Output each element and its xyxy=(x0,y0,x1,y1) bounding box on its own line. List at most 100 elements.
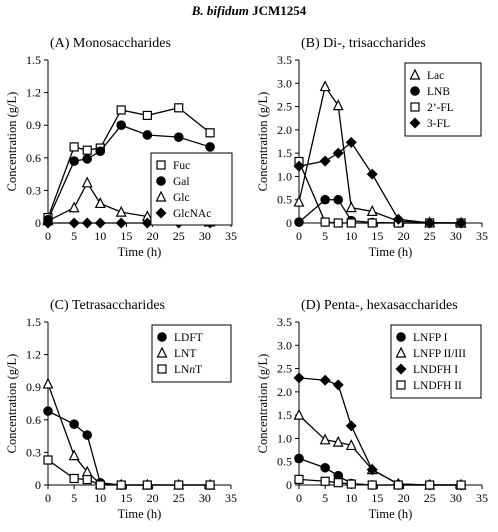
data-point xyxy=(319,80,331,92)
y-tick-label: 0.6 xyxy=(26,413,41,427)
data-point xyxy=(293,372,305,384)
x-tick-label: 20 xyxy=(147,229,159,243)
y-tick-label: 1.5 xyxy=(277,146,292,160)
data-point xyxy=(332,99,344,111)
y-axis-label: Concentration (g/L) xyxy=(5,92,19,192)
y-tick-label: 0 xyxy=(35,216,41,230)
legend-marker xyxy=(395,363,407,375)
x-tick-label: 15 xyxy=(120,229,132,243)
data-point xyxy=(68,449,80,461)
series-2 xyxy=(293,408,467,490)
legend-marker xyxy=(395,346,407,358)
legend-label: Fuc xyxy=(173,160,190,172)
data-point xyxy=(333,218,343,228)
panel-title: (B) Di-, trisaccharides xyxy=(301,36,426,51)
x-tick-label: 0 xyxy=(45,491,51,505)
data-point xyxy=(116,105,126,115)
legend-marker xyxy=(396,380,406,390)
series-4 xyxy=(293,136,467,229)
series-line xyxy=(298,141,462,224)
data-point xyxy=(293,160,305,172)
data-point xyxy=(425,480,435,490)
x-tick-label: 10 xyxy=(345,491,357,505)
y-tick-label: 0.9 xyxy=(26,380,41,394)
legend-label: 3-FL xyxy=(427,118,450,130)
legend-marker xyxy=(157,332,167,342)
legend-label: LNDFH II xyxy=(413,380,462,392)
figure-title-organism: B. bifidum xyxy=(191,3,249,18)
data-point xyxy=(116,120,126,130)
y-tick-label: 0 xyxy=(286,216,292,230)
legend: LNFP I LNFP II/III LNDFH I LNDFH II xyxy=(390,324,482,399)
data-point xyxy=(366,205,378,216)
data-point xyxy=(69,473,79,484)
legend-marker xyxy=(409,117,421,129)
x-tick-label: 25 xyxy=(424,491,436,505)
y-tick-label: 0.6 xyxy=(26,151,41,165)
legend: Lac LNB 2’-FL 3-FL xyxy=(404,62,482,137)
data-point xyxy=(294,474,304,485)
data-point xyxy=(293,195,305,207)
x-tick-label: 35 xyxy=(476,491,488,505)
data-point xyxy=(332,379,344,391)
y-tick-label: 2.0 xyxy=(277,123,292,137)
y-tick-label: 2.5 xyxy=(277,362,292,376)
data-point xyxy=(94,217,106,229)
x-tick-label: 5 xyxy=(71,229,77,243)
y-tick-label: 3.5 xyxy=(277,53,292,67)
y-axis-label: Concentration (g/L) xyxy=(256,354,270,454)
figure-title: B. bifidum JCM1254 xyxy=(191,3,307,18)
data-point xyxy=(319,433,331,445)
x-tick-label: 5 xyxy=(71,491,77,505)
series-2 xyxy=(43,120,215,225)
x-tick-label: 0 xyxy=(296,491,302,505)
data-point xyxy=(346,218,356,228)
data-point xyxy=(173,132,184,142)
x-tick-label: 35 xyxy=(225,229,237,243)
x-tick-label: 25 xyxy=(424,229,436,243)
figure-title-strain: JCM1254 xyxy=(249,3,307,18)
y-tick-label: 0.3 xyxy=(26,183,41,197)
data-point xyxy=(345,420,357,432)
series-line xyxy=(47,383,211,486)
data-point xyxy=(68,201,80,213)
x-tick-label: 0 xyxy=(296,229,302,243)
legend-label: LNB xyxy=(427,86,450,98)
legend-marker xyxy=(155,190,167,202)
data-point xyxy=(142,130,153,140)
data-point xyxy=(82,430,93,440)
data-point xyxy=(320,217,330,227)
legend-label: LNFP I xyxy=(413,332,448,344)
x-tick-label: 10 xyxy=(94,229,106,243)
x-tick-label: 35 xyxy=(476,229,488,243)
data-point xyxy=(82,145,92,155)
data-point xyxy=(205,480,215,490)
legend-label: GlcNAc xyxy=(173,208,211,220)
legend-label: LDFT xyxy=(174,332,203,344)
series-1 xyxy=(43,406,215,490)
data-point xyxy=(81,176,93,188)
chart-panel-2: (B) Di-, trisaccharides 0 0.5 1.0 1.5 2.0 2.5 3… xyxy=(256,36,488,259)
data-point xyxy=(142,480,152,490)
data-point xyxy=(43,455,53,465)
x-tick-label: 15 xyxy=(371,229,383,243)
data-point xyxy=(320,194,330,205)
x-tick-label: 20 xyxy=(398,491,410,505)
legend-marker xyxy=(409,68,421,80)
series-2 xyxy=(42,377,216,490)
legend-label: LNDFH I xyxy=(413,364,458,376)
legend-label: Gal xyxy=(173,176,190,188)
y-tick-label: 3.0 xyxy=(277,338,292,352)
series-3 xyxy=(294,156,466,228)
data-point xyxy=(456,480,466,490)
data-point xyxy=(115,217,127,229)
series-1 xyxy=(294,453,466,490)
x-tick-label: 30 xyxy=(199,491,211,505)
legend-marker xyxy=(157,364,167,374)
x-tick-label: 25 xyxy=(173,229,185,243)
legend-marker xyxy=(410,86,420,96)
data-point xyxy=(424,217,436,229)
data-point xyxy=(320,476,330,486)
x-axis-label: Time (h) xyxy=(369,245,413,259)
